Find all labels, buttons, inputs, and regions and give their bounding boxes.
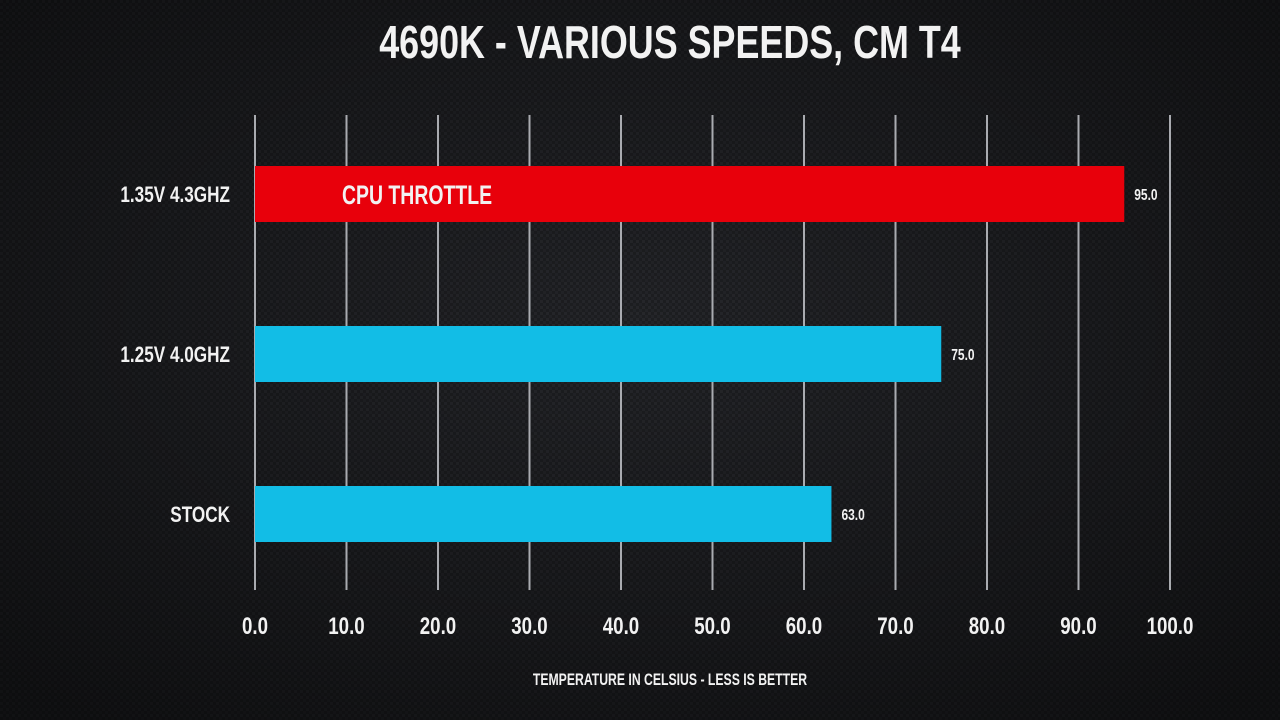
bar	[255, 486, 832, 542]
x-tick-label: 10.0	[328, 613, 364, 640]
x-tick-label: 30.0	[511, 613, 547, 640]
x-axis-label: TEMPERATURE IN CELSIUS - LESS IS BETTER	[533, 671, 807, 689]
x-tick-label: 40.0	[603, 613, 639, 640]
data-label: 95.0	[1134, 185, 1157, 203]
y-category-label: STOCK	[170, 503, 230, 528]
bar	[255, 326, 942, 382]
x-tick-label: 90.0	[1060, 613, 1096, 640]
x-tick-label: 20.0	[420, 613, 456, 640]
x-tick-label: 0.0	[242, 613, 268, 640]
y-category-label: 1.25V 4.0GHZ	[120, 343, 230, 368]
y-category-label: 1.35V 4.3GHZ	[120, 183, 230, 208]
data-label: 63.0	[841, 505, 864, 523]
x-tick-label: 70.0	[877, 613, 913, 640]
data-label: 75.0	[951, 345, 974, 363]
x-tick-label: 50.0	[694, 613, 730, 640]
x-tick-label: 80.0	[969, 613, 1005, 640]
chart-title: 4690K - VARIOUS SPEEDS, CM T4	[379, 17, 961, 68]
bar-annotation: CPU THROTTLE	[342, 180, 492, 210]
x-tick-label: 60.0	[786, 613, 822, 640]
x-tick-label: 100.0	[1147, 613, 1194, 640]
bar	[255, 166, 1125, 222]
